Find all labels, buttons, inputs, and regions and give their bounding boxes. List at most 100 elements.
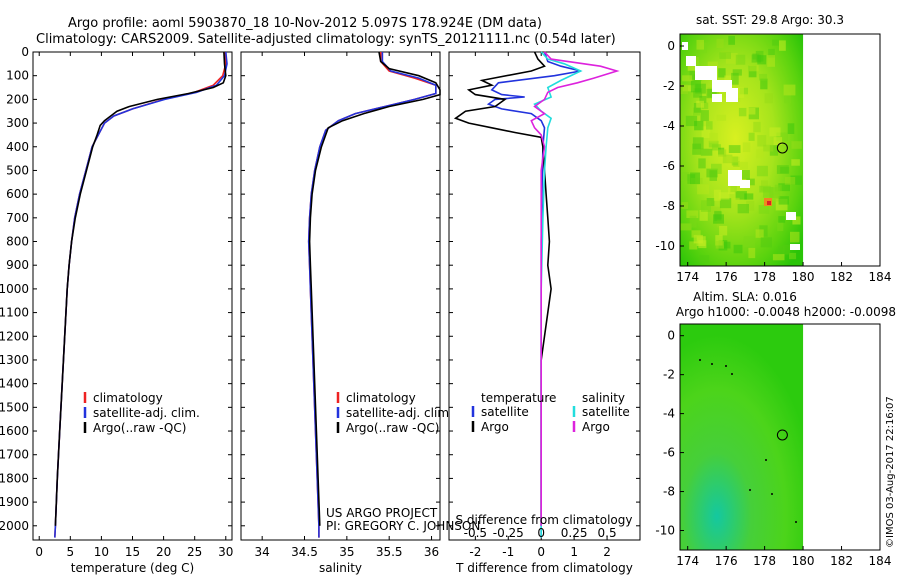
sst_map-patch bbox=[790, 175, 802, 185]
sst_map-patch bbox=[718, 192, 730, 200]
diff-legend-header-t: temperature bbox=[481, 391, 556, 405]
sst_map-patch bbox=[691, 230, 701, 238]
sst_map-patch bbox=[725, 53, 738, 64]
temperature-ytick-label: 1300 bbox=[0, 353, 29, 367]
temperature-ytick-label: 1600 bbox=[0, 424, 29, 438]
sst_map-patch bbox=[792, 216, 801, 225]
sst_map-patch bbox=[759, 185, 771, 193]
temperature-xlabel: temperature (deg C) bbox=[71, 561, 194, 575]
sla_map-frame bbox=[679, 323, 881, 551]
sst_map-patch bbox=[687, 61, 696, 71]
difference-xlabel: T difference from climatology bbox=[455, 561, 633, 575]
sst_map-patch bbox=[732, 69, 742, 76]
sst_map-patch bbox=[700, 200, 711, 212]
sst_map-patch bbox=[790, 231, 800, 243]
sst_map-patch bbox=[681, 202, 689, 209]
temperature-legend-label: satellite-adj. clim. bbox=[93, 406, 200, 420]
sla_map-ytick-label: -4 bbox=[663, 407, 675, 421]
sst_map-patch bbox=[753, 121, 761, 133]
salinity-xlabel: salinity bbox=[319, 561, 362, 575]
sst_map-cloud-gap bbox=[740, 180, 750, 188]
sla_map-xtick-label: 180 bbox=[792, 554, 815, 568]
sla_map-xtick-label: 176 bbox=[715, 554, 738, 568]
sla_map-ytick-label: -10 bbox=[655, 524, 675, 538]
sst_map-patch bbox=[700, 110, 709, 122]
sst_map-patch bbox=[696, 39, 704, 50]
temperature-ytick-label: 1800 bbox=[0, 471, 29, 485]
difference-xtick-label: 1 bbox=[570, 545, 578, 559]
diff-legend-label-t: satellite bbox=[481, 405, 529, 419]
sla_map-field bbox=[680, 324, 804, 550]
sst_map-cloud-gap bbox=[728, 170, 742, 186]
temperature-ytick-label: 1700 bbox=[0, 448, 29, 462]
title-line2: Climatology: CARS2009. Satellite-adjuste… bbox=[36, 32, 616, 47]
diff-legend-label-s: Argo bbox=[582, 420, 610, 434]
sla-map-panel: 174 176 178 180 182 184 0 -2 -4 -6 -8 -10 Altim. SLA… bbox=[655, 290, 896, 568]
sst_map-patch bbox=[724, 241, 731, 249]
temperature-xtick-label: 25 bbox=[187, 545, 202, 559]
difference-series-argo bbox=[453, 51, 552, 526]
sst_map-patch bbox=[758, 205, 770, 214]
sst_map-patch bbox=[760, 78, 768, 90]
sst_map-patch bbox=[721, 90, 730, 98]
sst_map-patch bbox=[718, 149, 727, 157]
sla_map-track-dot bbox=[795, 521, 797, 523]
sst_map-patch bbox=[701, 126, 711, 138]
temperature-xtick-label: 15 bbox=[125, 545, 140, 559]
sst_map-patch bbox=[694, 120, 704, 131]
sst_map-patch bbox=[686, 210, 699, 218]
sst_map-patch bbox=[759, 73, 768, 81]
temperature-xtick-label: 0 bbox=[35, 545, 43, 559]
diff-x2tick-label: -0.25 bbox=[493, 526, 524, 540]
salinity-xtick-label: 35.5 bbox=[376, 545, 403, 559]
sst_map-patch bbox=[756, 165, 768, 177]
sst_map-patch bbox=[735, 54, 746, 65]
sst_map-patch bbox=[756, 149, 764, 159]
sst_map-patch bbox=[697, 184, 709, 195]
temperature-frame bbox=[32, 51, 233, 541]
salinity-panel: 34 34.5 35 35.5 36 salinity climatologysatelli… bbox=[240, 51, 453, 575]
sst_map-patch bbox=[748, 247, 756, 259]
sst_map-ytick-label: -8 bbox=[663, 199, 675, 213]
sst_map-patch bbox=[748, 65, 757, 78]
sst_map-patch bbox=[716, 114, 727, 121]
sst_map-patch bbox=[778, 246, 785, 256]
sla_map-argo-marker bbox=[776, 429, 788, 441]
sla-map-subtitle: Argo h1000: -0.0048 h2000: -0.0098 bbox=[676, 305, 896, 319]
temperature-xtick-label: 20 bbox=[156, 545, 171, 559]
sst_map-patch bbox=[757, 135, 767, 147]
sst_map-patch bbox=[682, 75, 692, 82]
salinity-legend-label: satellite-adj. clim. bbox=[346, 406, 453, 420]
sst_map-patch bbox=[791, 141, 802, 149]
salinity-xtick-label: 34.5 bbox=[291, 545, 318, 559]
sst_map-patch bbox=[740, 161, 748, 170]
temperature-ytick-label: 500 bbox=[6, 163, 29, 177]
sst_map-patch bbox=[719, 52, 731, 59]
sst_map-patch bbox=[763, 144, 774, 152]
temperature-xtick-label: 30 bbox=[218, 545, 233, 559]
temperature-ytick-label: 300 bbox=[6, 116, 29, 130]
sst-map-panel: 174 176 178 180 182 184 0 -2 -4 -6 -8 -10 sat. SST: … bbox=[655, 13, 891, 284]
sst_map-patch bbox=[778, 183, 790, 192]
sst_map-patch bbox=[699, 210, 708, 221]
sst_map-patch bbox=[779, 40, 786, 51]
temperature-ytick-label: 700 bbox=[6, 211, 29, 225]
temperature-xtick-label: 5 bbox=[66, 545, 74, 559]
sst_map-patch bbox=[767, 55, 775, 67]
sst_map-patch bbox=[748, 107, 756, 115]
sst_map-patch bbox=[719, 198, 732, 209]
sst_map-patch bbox=[748, 132, 755, 141]
sst_map-patch bbox=[724, 75, 734, 82]
temperature-xtick-label: 10 bbox=[94, 545, 109, 559]
temperature-ytick-label: 1900 bbox=[0, 495, 29, 509]
sst_map-patch bbox=[746, 178, 755, 186]
sla_map-track-dot bbox=[749, 489, 751, 491]
sst_map-ytick-label: -6 bbox=[663, 159, 675, 173]
sst_map-patch bbox=[755, 229, 764, 238]
sla_map-ytick-label: 0 bbox=[667, 329, 675, 343]
sst_map-xtick-label: 184 bbox=[869, 270, 892, 284]
sst_map-patch bbox=[744, 193, 754, 200]
sst_map-patch bbox=[726, 156, 739, 163]
sst_map-patch bbox=[735, 191, 747, 200]
sst_map-patch bbox=[713, 189, 721, 201]
